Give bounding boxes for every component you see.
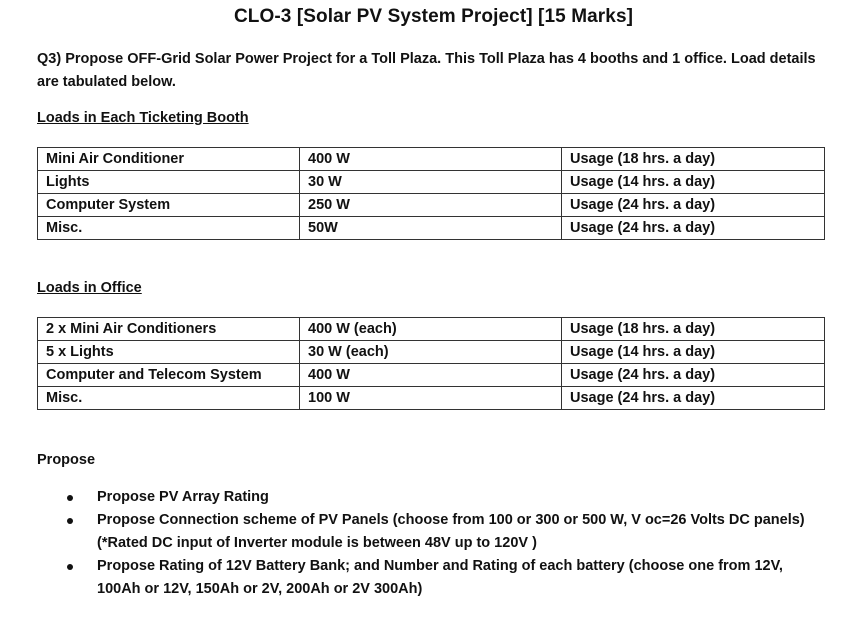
load-usage-cell: Usage (24 hrs. a day) (561, 386, 825, 410)
table-row: Computer and Telecom System 400 W Usage … (37, 363, 825, 387)
list-item: Propose Rating of 12V Battery Bank; and … (60, 555, 830, 601)
document-title: CLO-3 [Solar PV System Project] [15 Mark… (233, 6, 634, 27)
load-name-cell: Mini Air Conditioner (37, 147, 300, 171)
booth-loads-table: Mini Air Conditioner 400 W Usage (18 hrs… (37, 147, 825, 240)
load-usage-cell: Usage (14 hrs. a day) (561, 340, 825, 364)
office-loads-heading: Loads in Office (37, 280, 142, 296)
table-row: Misc. 100 W Usage (24 hrs. a day) (37, 386, 825, 410)
load-usage-cell: Usage (18 hrs. a day) (561, 147, 825, 171)
load-name-cell: Lights (37, 170, 300, 194)
load-power-cell: 30 W (299, 170, 562, 194)
load-name-cell: Misc. (37, 386, 300, 410)
table-row: 5 x Lights 30 W (each) Usage (14 hrs. a … (37, 340, 825, 364)
question-text: Q3) Propose OFF-Grid Solar Power Project… (37, 51, 816, 90)
office-loads-table: 2 x Mini Air Conditioners 400 W (each) U… (37, 317, 825, 410)
load-name-cell: Misc. (37, 216, 300, 240)
table-row: Mini Air Conditioner 400 W Usage (18 hrs… (37, 147, 825, 171)
load-power-cell: 30 W (each) (299, 340, 562, 364)
table-row: Lights 30 W Usage (14 hrs. a day) (37, 170, 825, 194)
table-row: Computer System 250 W Usage (24 hrs. a d… (37, 193, 825, 217)
load-power-cell: 50W (299, 216, 562, 240)
load-usage-cell: Usage (18 hrs. a day) (561, 317, 825, 341)
table-row: 2 x Mini Air Conditioners 400 W (each) U… (37, 317, 825, 341)
list-item: Propose Connection scheme of PV Panels (… (60, 509, 830, 555)
load-name-cell: 2 x Mini Air Conditioners (37, 317, 300, 341)
load-power-cell: 250 W (299, 193, 562, 217)
load-power-cell: 400 W (each) (299, 317, 562, 341)
list-item-text: Propose Rating of 12V Battery Bank; and … (97, 558, 783, 597)
list-item: Propose PV Array Rating (60, 486, 830, 509)
bullet-icon (67, 564, 73, 570)
booth-loads-heading: Loads in Each Ticketing Booth (37, 110, 249, 126)
bullet-icon (67, 495, 73, 501)
load-power-cell: 400 W (299, 363, 562, 387)
list-item-text: Propose PV Array Rating (97, 489, 269, 505)
load-name-cell: 5 x Lights (37, 340, 300, 364)
propose-list: Propose PV Array Rating Propose Connecti… (60, 486, 830, 601)
bullet-icon (67, 518, 73, 524)
load-name-cell: Computer and Telecom System (37, 363, 300, 387)
load-power-cell: 100 W (299, 386, 562, 410)
load-usage-cell: Usage (24 hrs. a day) (561, 193, 825, 217)
load-usage-cell: Usage (24 hrs. a day) (561, 216, 825, 240)
load-usage-cell: Usage (14 hrs. a day) (561, 170, 825, 194)
list-item-text: Propose Connection scheme of PV Panels (… (97, 512, 805, 551)
load-power-cell: 400 W (299, 147, 562, 171)
table-row: Misc. 50W Usage (24 hrs. a day) (37, 216, 825, 240)
load-name-cell: Computer System (37, 193, 300, 217)
propose-heading: Propose (37, 452, 96, 468)
load-usage-cell: Usage (24 hrs. a day) (561, 363, 825, 387)
